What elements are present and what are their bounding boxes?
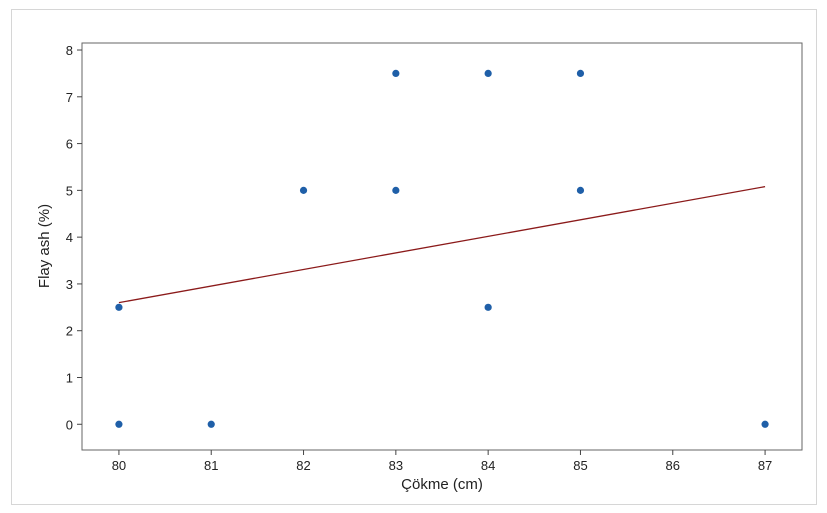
- y-tick-label: 2: [66, 324, 73, 339]
- data-point: [761, 420, 769, 428]
- y-tick-label: 3: [66, 277, 73, 292]
- data-point: [576, 186, 585, 194]
- x-tick-label: 85: [573, 458, 587, 473]
- fit-line-layer: [118, 185, 766, 304]
- y-tick-label: 8: [66, 43, 73, 58]
- x-axis: 80 81 82 83 84 85 86 87: [112, 450, 772, 473]
- y-tick-label: 0: [66, 417, 73, 432]
- data-point: [576, 69, 585, 78]
- y-tick-label: 5: [66, 183, 73, 198]
- y-tick-label: 6: [66, 137, 73, 152]
- regression-line: [118, 185, 766, 304]
- data-point: [207, 420, 215, 428]
- y-tick-label: 4: [66, 230, 73, 245]
- data-point: [392, 69, 400, 78]
- x-tick-label: 80: [112, 458, 126, 473]
- x-axis-title: Çökme (cm): [401, 476, 483, 493]
- data-points: [115, 69, 769, 428]
- plot-area: [81, 42, 803, 451]
- scatter-chart: 0 1 2 3 4 5 6 7 8 80 81 82 83 84 85 86 87 Çökme (cm) Fl…: [36, 42, 803, 493]
- x-tick-label: 82: [296, 458, 310, 473]
- data-point: [484, 69, 492, 78]
- data-point: [392, 186, 400, 194]
- x-tick-label: 81: [204, 458, 218, 473]
- data-point: [299, 186, 308, 194]
- y-axis-title: Flay ash (%): [36, 204, 53, 288]
- x-tick-label: 84: [481, 458, 495, 473]
- data-point: [115, 420, 123, 428]
- data-point: [115, 303, 123, 311]
- x-tick-label: 87: [758, 458, 772, 473]
- y-tick-label: 7: [66, 90, 73, 105]
- x-tick-label: 83: [389, 458, 403, 473]
- chart-frame: 0 1 2 3 4 5 6 7 8 80 81 82 83 84 85 86 87 Çökme (cm) Fl…: [11, 9, 817, 505]
- y-tick-label: 1: [66, 370, 73, 385]
- data-point: [484, 303, 492, 311]
- y-axis: 0 1 2 3 4 5 6 7 8: [66, 43, 82, 432]
- x-tick-label: 86: [666, 458, 680, 473]
